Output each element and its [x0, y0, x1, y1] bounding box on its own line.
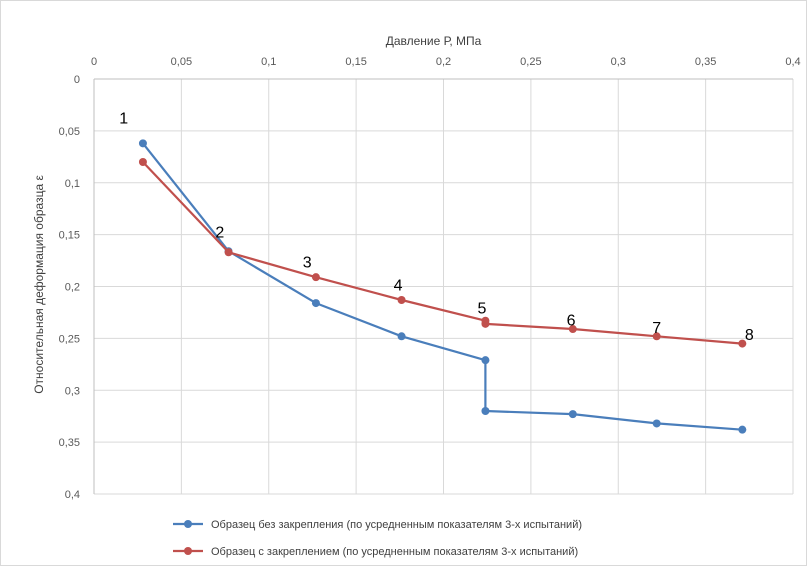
data-point — [224, 248, 233, 257]
data-point — [138, 158, 147, 166]
series-line — [142, 161, 743, 345]
y-tick-label: 0,1 — [65, 178, 80, 190]
x-tick-label: 0,4 — [785, 56, 800, 68]
x-tick-label: 0,35 — [695, 56, 716, 68]
x-tick-label: 0 — [91, 56, 97, 68]
legend-swatch-marker — [184, 547, 192, 555]
x-axis-title: Давление Р, МПа — [386, 34, 482, 48]
legend-label: Образец с закреплением (по усредненным п… — [211, 546, 578, 558]
legend-entry: Образец без закрепления (по усредненным … — [173, 519, 582, 531]
legend-label: Образец без закрепления (по усредненным … — [211, 519, 582, 531]
y-tick-label: 0 — [74, 74, 80, 86]
y-tick-label: 0,05 — [59, 126, 80, 138]
legend-entry: Образец с закреплением (по усредненным п… — [173, 546, 578, 558]
data-point — [481, 407, 490, 415]
data-point — [652, 419, 661, 428]
x-tick-label: 0,1 — [261, 56, 276, 68]
y-axis-title: Относительная деформация образца ε — [32, 175, 46, 394]
point-number-label: 2 — [215, 225, 224, 242]
data-point — [397, 332, 406, 341]
point-number-label: 3 — [303, 255, 312, 272]
y-tick-label: 0,4 — [65, 489, 80, 501]
data-point — [397, 295, 406, 304]
point-labels: 1 2 3 4 5 6 7 8 — [119, 110, 754, 344]
y-tick-label: 0,15 — [59, 230, 80, 242]
x-tick-label: 0,25 — [520, 56, 541, 68]
data-point — [481, 319, 490, 328]
legend-swatch-marker — [184, 520, 192, 528]
data-point — [738, 339, 747, 348]
x-axis-ticks: 0 0,05 0,1 0,15 0,2 0,25 0,3 0,35 0,4 — [91, 56, 801, 68]
data-point — [568, 410, 577, 419]
grid — [93, 78, 794, 495]
series-group — [138, 139, 747, 434]
data-point — [311, 273, 320, 282]
data-point — [138, 139, 147, 148]
y-tick-label: 0,2 — [65, 282, 80, 294]
point-number-label: 5 — [477, 300, 486, 317]
data-point — [481, 356, 490, 365]
y-tick-label: 0,35 — [59, 437, 80, 449]
point-number-label: 6 — [567, 313, 576, 330]
data-point — [652, 332, 661, 341]
legend: Образец без закрепления (по усредненным … — [173, 519, 582, 558]
point-number-label: 4 — [394, 277, 403, 294]
y-tick-label: 0,3 — [65, 385, 80, 397]
x-tick-label: 0,15 — [345, 56, 366, 68]
x-tick-label: 0,05 — [171, 56, 192, 68]
data-point — [568, 325, 577, 334]
y-axis-ticks: 0 0,05 0,1 0,15 0,2 0,25 0,3 0,35 0,4 — [59, 74, 80, 501]
point-number-label: 7 — [652, 320, 661, 337]
data-point — [311, 299, 320, 308]
x-tick-label: 0,3 — [611, 56, 626, 68]
series-2 — [138, 158, 747, 348]
point-number-label: 8 — [745, 327, 754, 344]
data-point — [738, 425, 747, 434]
x-tick-label: 0,2 — [436, 56, 451, 68]
point-number-label: 1 — [119, 110, 128, 127]
y-tick-label: 0,25 — [59, 333, 80, 345]
